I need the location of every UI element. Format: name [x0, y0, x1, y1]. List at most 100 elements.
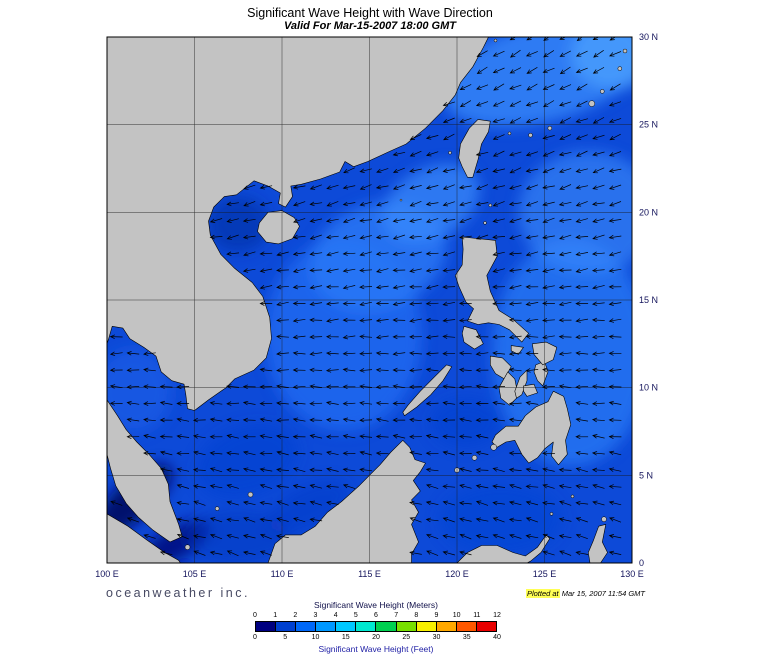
plotted-timestamp: Plotted at Mar 15, 2007 11:54 GMT	[525, 589, 645, 598]
legend-tick-label: 12	[493, 612, 501, 619]
x-axis-tick-label: 120 E	[445, 569, 469, 579]
landmass-halmahera	[588, 524, 608, 563]
legend-meters-ticks: 0 1 2 3 4 5 6 7 8 9 10 11 12	[253, 611, 501, 620]
legend-tick-label: 35	[462, 634, 471, 641]
x-axis-tick-label: 110 E	[271, 569, 294, 579]
island-dot	[490, 444, 497, 451]
plotted-prefix-label: Plotted at	[525, 589, 560, 598]
legend-tick-label: 5	[283, 634, 288, 641]
axis-labels: 100 E 105 E 110 E 115 E 120 E 125 E 130 E0 5 N 1…	[95, 32, 658, 579]
island-dot	[399, 198, 403, 202]
legend-color-cell	[336, 622, 357, 631]
legend-tick-label: 7	[394, 612, 399, 619]
chart-subtitle: Valid For Mar-15-2007 18:00 GMT	[284, 20, 456, 32]
island-dot	[549, 512, 554, 516]
island-dot	[184, 544, 191, 550]
legend-color-cell	[396, 622, 417, 631]
y-axis-tick-label: 30 N	[639, 32, 658, 42]
landmasses	[107, 37, 628, 563]
landmass-masbate	[510, 345, 524, 355]
legend-tick-label: 15	[341, 634, 350, 641]
y-axis-tick-label: 15 N	[639, 295, 658, 305]
legend-feet-label: Significant Wave Height (Feet)	[318, 644, 434, 654]
island-dot	[247, 491, 254, 498]
legend-color-cell	[276, 622, 297, 631]
chart-title: Significant Wave Height with Wave Direct…	[247, 6, 493, 20]
y-axis-tick-label: 5 N	[639, 470, 653, 480]
island-dot	[488, 203, 493, 208]
island-dot	[547, 125, 553, 131]
island-dot	[507, 131, 512, 136]
legend-color-cell	[316, 622, 337, 631]
legend-color-cell	[256, 622, 277, 631]
plotted-time-label: Mar 15, 2007 11:54 GMT	[561, 589, 645, 598]
x-axis-tick-label: 115 E	[358, 569, 381, 579]
island-dot	[471, 455, 478, 461]
island-dot	[570, 494, 575, 499]
island-dot	[588, 100, 596, 107]
map-frame	[106, 36, 633, 564]
legend-tick-label: 3	[313, 612, 318, 619]
legend-color-cell	[476, 622, 496, 631]
legend-meters-label: Significant Wave Height (Meters)	[314, 600, 438, 610]
island-dot	[617, 66, 623, 71]
x-axis-tick-label: 105 E	[183, 569, 207, 579]
legend-tick-label: 5	[353, 612, 358, 619]
x-axis-tick-label: 130 E	[620, 569, 644, 579]
legend-tick-label: 8	[414, 612, 419, 619]
y-axis-tick-label: 25 N	[639, 120, 658, 130]
legend-tick-label: 4	[333, 612, 338, 619]
legend-tick-label: 40	[493, 634, 501, 641]
landmass-mindoro	[461, 326, 484, 350]
legend-tick-label: 30	[432, 634, 441, 641]
landmass-bohol	[523, 383, 538, 397]
landmass-palawan	[402, 364, 453, 416]
legend-color-cell	[436, 622, 457, 631]
x-axis-tick-label: 100 E	[95, 569, 119, 579]
island-dot	[448, 150, 452, 155]
island-dot	[214, 506, 220, 511]
legend-feet-ticks: 0 5 10 15 20 25 30 35 40	[253, 633, 501, 642]
landmass-borneo	[267, 440, 426, 563]
legend-color-cell	[376, 622, 397, 631]
legend-tick-label: 2	[293, 612, 298, 619]
wave-direction-arrows	[109, 37, 622, 557]
legend-tick-label: 9	[434, 612, 439, 619]
y-axis-tick-label: 20 N	[639, 207, 658, 217]
island-dot	[528, 132, 533, 138]
landmass-taiwan	[458, 119, 491, 178]
island-dot	[601, 516, 607, 522]
wave-height-shading	[107, 37, 632, 563]
legend-tick-label: 0	[253, 634, 257, 641]
landmass-mindanao	[491, 390, 572, 466]
legend-color-cell	[356, 622, 377, 631]
landmass-malay-peninsula	[107, 399, 183, 543]
legend-colorbar	[255, 621, 497, 632]
legend-tick-label: 11	[473, 612, 481, 619]
landmass-hainan	[257, 210, 300, 245]
oceanweather-logo-text: oceanweather inc.	[106, 586, 250, 600]
legend-tick-label: 1	[273, 612, 278, 619]
legend-color-cell	[416, 622, 437, 631]
legend-color-cell	[296, 622, 317, 631]
map-layers	[107, 37, 632, 563]
island-dot	[600, 89, 605, 94]
island-dot	[493, 38, 498, 43]
legend-color-cell	[456, 622, 477, 631]
legend-tick-label: 10	[311, 634, 320, 641]
legend-tick-label: 0	[253, 612, 257, 619]
legend-tick-label: 10	[452, 612, 461, 619]
landmass-sulawesi-north	[456, 534, 551, 563]
y-axis-tick-label: 10 N	[639, 383, 658, 393]
island-dot	[622, 48, 628, 54]
landmass-cebu	[514, 369, 528, 399]
legend-tick-label: 20	[372, 634, 380, 641]
legend-tick-label: 6	[374, 612, 378, 619]
landmass-sumatra	[107, 513, 181, 563]
y-axis-tick-label: 0	[639, 558, 644, 568]
legend-tick-label: 25	[402, 634, 411, 641]
landmass-asia-mainland	[107, 37, 489, 411]
